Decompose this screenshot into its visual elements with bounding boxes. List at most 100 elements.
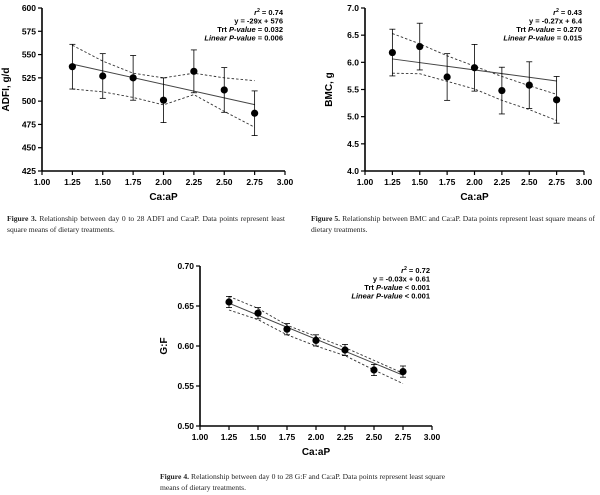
x-tick-label: 3.00 xyxy=(277,177,294,187)
x-tick-label: 2.00 xyxy=(155,177,172,187)
y-tick-label: 525 xyxy=(22,73,36,83)
x-tick-label: 1.25 xyxy=(384,177,401,187)
y-tick-label: 5.0 xyxy=(347,112,359,122)
data-point-group xyxy=(553,76,561,124)
y-tick-label: 575 xyxy=(22,26,36,36)
linear-value: = 0.015 xyxy=(557,34,582,43)
data-point xyxy=(251,109,259,117)
y-tick-label: 0.60 xyxy=(177,341,194,351)
y-axis-label: ADFI, g/d xyxy=(1,68,12,112)
ci-lower-line xyxy=(228,309,404,385)
data-point-group xyxy=(498,66,506,115)
x-tick-label: 2.75 xyxy=(395,432,412,442)
p-value-label: P-value xyxy=(229,34,256,43)
trt-label: Trt xyxy=(516,25,526,34)
regression-equation: y = -29x + 576 xyxy=(234,17,283,26)
linear-label: Linear xyxy=(351,292,375,301)
caption-text: Relationship between BMC and Ca:aP. Data… xyxy=(311,214,595,234)
trt-value: < 0.001 xyxy=(405,283,430,292)
data-point xyxy=(220,86,228,94)
y-tick-label: 0.70 xyxy=(177,261,194,271)
data-point-group xyxy=(283,323,291,336)
r-symbol: r xyxy=(254,8,258,17)
y-tick-label: 550 xyxy=(22,50,36,60)
x-tick-label: 2.00 xyxy=(308,432,325,442)
data-point xyxy=(225,298,233,306)
x-tick-label: 2.75 xyxy=(548,177,565,187)
r-squared-value: = 0.43 xyxy=(559,8,582,17)
y-axis-label: G:F xyxy=(159,337,170,354)
data-point-group xyxy=(416,22,424,71)
data-point-group xyxy=(399,365,407,378)
data-point xyxy=(159,96,168,104)
y-tick-label: 475 xyxy=(22,119,36,129)
data-point xyxy=(68,63,76,71)
x-tick-label: 3.00 xyxy=(424,432,441,442)
trt-label: Trt xyxy=(364,283,374,292)
trt-label: Trt xyxy=(217,25,227,34)
y-tick-label: 5.5 xyxy=(347,85,359,95)
figure-4-caption: Figure 4. Relationship between day 0 to … xyxy=(160,472,445,493)
data-point xyxy=(553,96,561,104)
x-tick-label: 2.50 xyxy=(366,432,383,442)
data-point-group xyxy=(312,334,320,347)
superscript-2: 2 xyxy=(257,8,260,14)
data-point xyxy=(370,366,378,374)
data-point xyxy=(129,74,137,82)
y-tick-label: 7.0 xyxy=(347,3,359,13)
superscript-2: 2 xyxy=(556,8,559,14)
x-axis-label: Ca:aP xyxy=(302,447,331,458)
x-tick-label: 1.25 xyxy=(221,432,238,442)
x-tick-label: 1.75 xyxy=(439,177,456,187)
data-point-group xyxy=(254,307,262,320)
y-tick-label: 0.65 xyxy=(177,301,194,311)
adfi-chart: 1.00 1.25 1.50 1.75 2.00 2.25 2.50 2.75 3.00 425 4… xyxy=(1,3,294,203)
x-tick-label: 1.50 xyxy=(94,177,111,187)
x-tick-label: 1.50 xyxy=(250,432,267,442)
x-tick-label: 2.25 xyxy=(494,177,511,187)
data-point-group xyxy=(159,77,168,123)
x-tick-label: 2.25 xyxy=(186,177,203,187)
x-axis-label: Ca:aP xyxy=(149,192,178,203)
linear-label: Linear xyxy=(204,34,228,43)
r-symbol: r xyxy=(553,8,557,17)
trt-value: = 0.032 xyxy=(258,25,283,34)
data-point-group xyxy=(370,364,378,376)
data-point xyxy=(416,42,424,51)
data-point xyxy=(498,86,506,95)
x-tick-label: 2.00 xyxy=(466,177,483,187)
linear-value: < 0.001 xyxy=(405,292,430,301)
x-tick-label: 3.00 xyxy=(576,177,593,187)
linear-p-value: Linear P-value = 0.015 xyxy=(503,34,582,43)
data-point xyxy=(312,336,320,344)
x-tick-label: 1.25 xyxy=(64,177,81,187)
data-point xyxy=(525,81,533,89)
y-tick-label: 425 xyxy=(22,166,36,176)
y-tick-label: 500 xyxy=(22,96,36,106)
data-point-group xyxy=(190,49,198,94)
data-point xyxy=(190,67,198,75)
figure-3-caption: Figure 3. Relationship between day 0 to … xyxy=(7,214,285,235)
p-value-label: P-value xyxy=(376,292,403,301)
x-tick-label: 1.00 xyxy=(192,432,209,442)
data-point-group xyxy=(220,67,228,113)
x-tick-label: 2.50 xyxy=(521,177,538,187)
data-point-group xyxy=(99,53,107,99)
data-point xyxy=(388,48,396,57)
linear-value: = 0.006 xyxy=(258,34,283,43)
y-tick-label: 4.5 xyxy=(347,139,359,149)
y-tick-label: 6.5 xyxy=(347,30,359,40)
caption-label: Figure 4. xyxy=(160,472,190,481)
x-tick-label: 2.75 xyxy=(246,177,263,187)
data-point xyxy=(254,309,262,317)
linear-p-value: Linear P-value = 0.006 xyxy=(204,34,283,43)
superscript-2: 2 xyxy=(404,266,407,272)
trt-p-value: Trt P-value = 0.032 xyxy=(217,25,283,34)
y-tick-label: 4.0 xyxy=(347,166,359,176)
data-point xyxy=(99,72,107,80)
caption-text: Relationship between day 0 to 28 G:F and… xyxy=(160,472,445,492)
r-squared-value: = 0.72 xyxy=(407,266,430,275)
r-squared-label: r2 = 0.72 xyxy=(401,266,430,275)
linear-p-value: Linear P-value < 0.001 xyxy=(351,292,430,301)
data-point xyxy=(470,64,479,72)
